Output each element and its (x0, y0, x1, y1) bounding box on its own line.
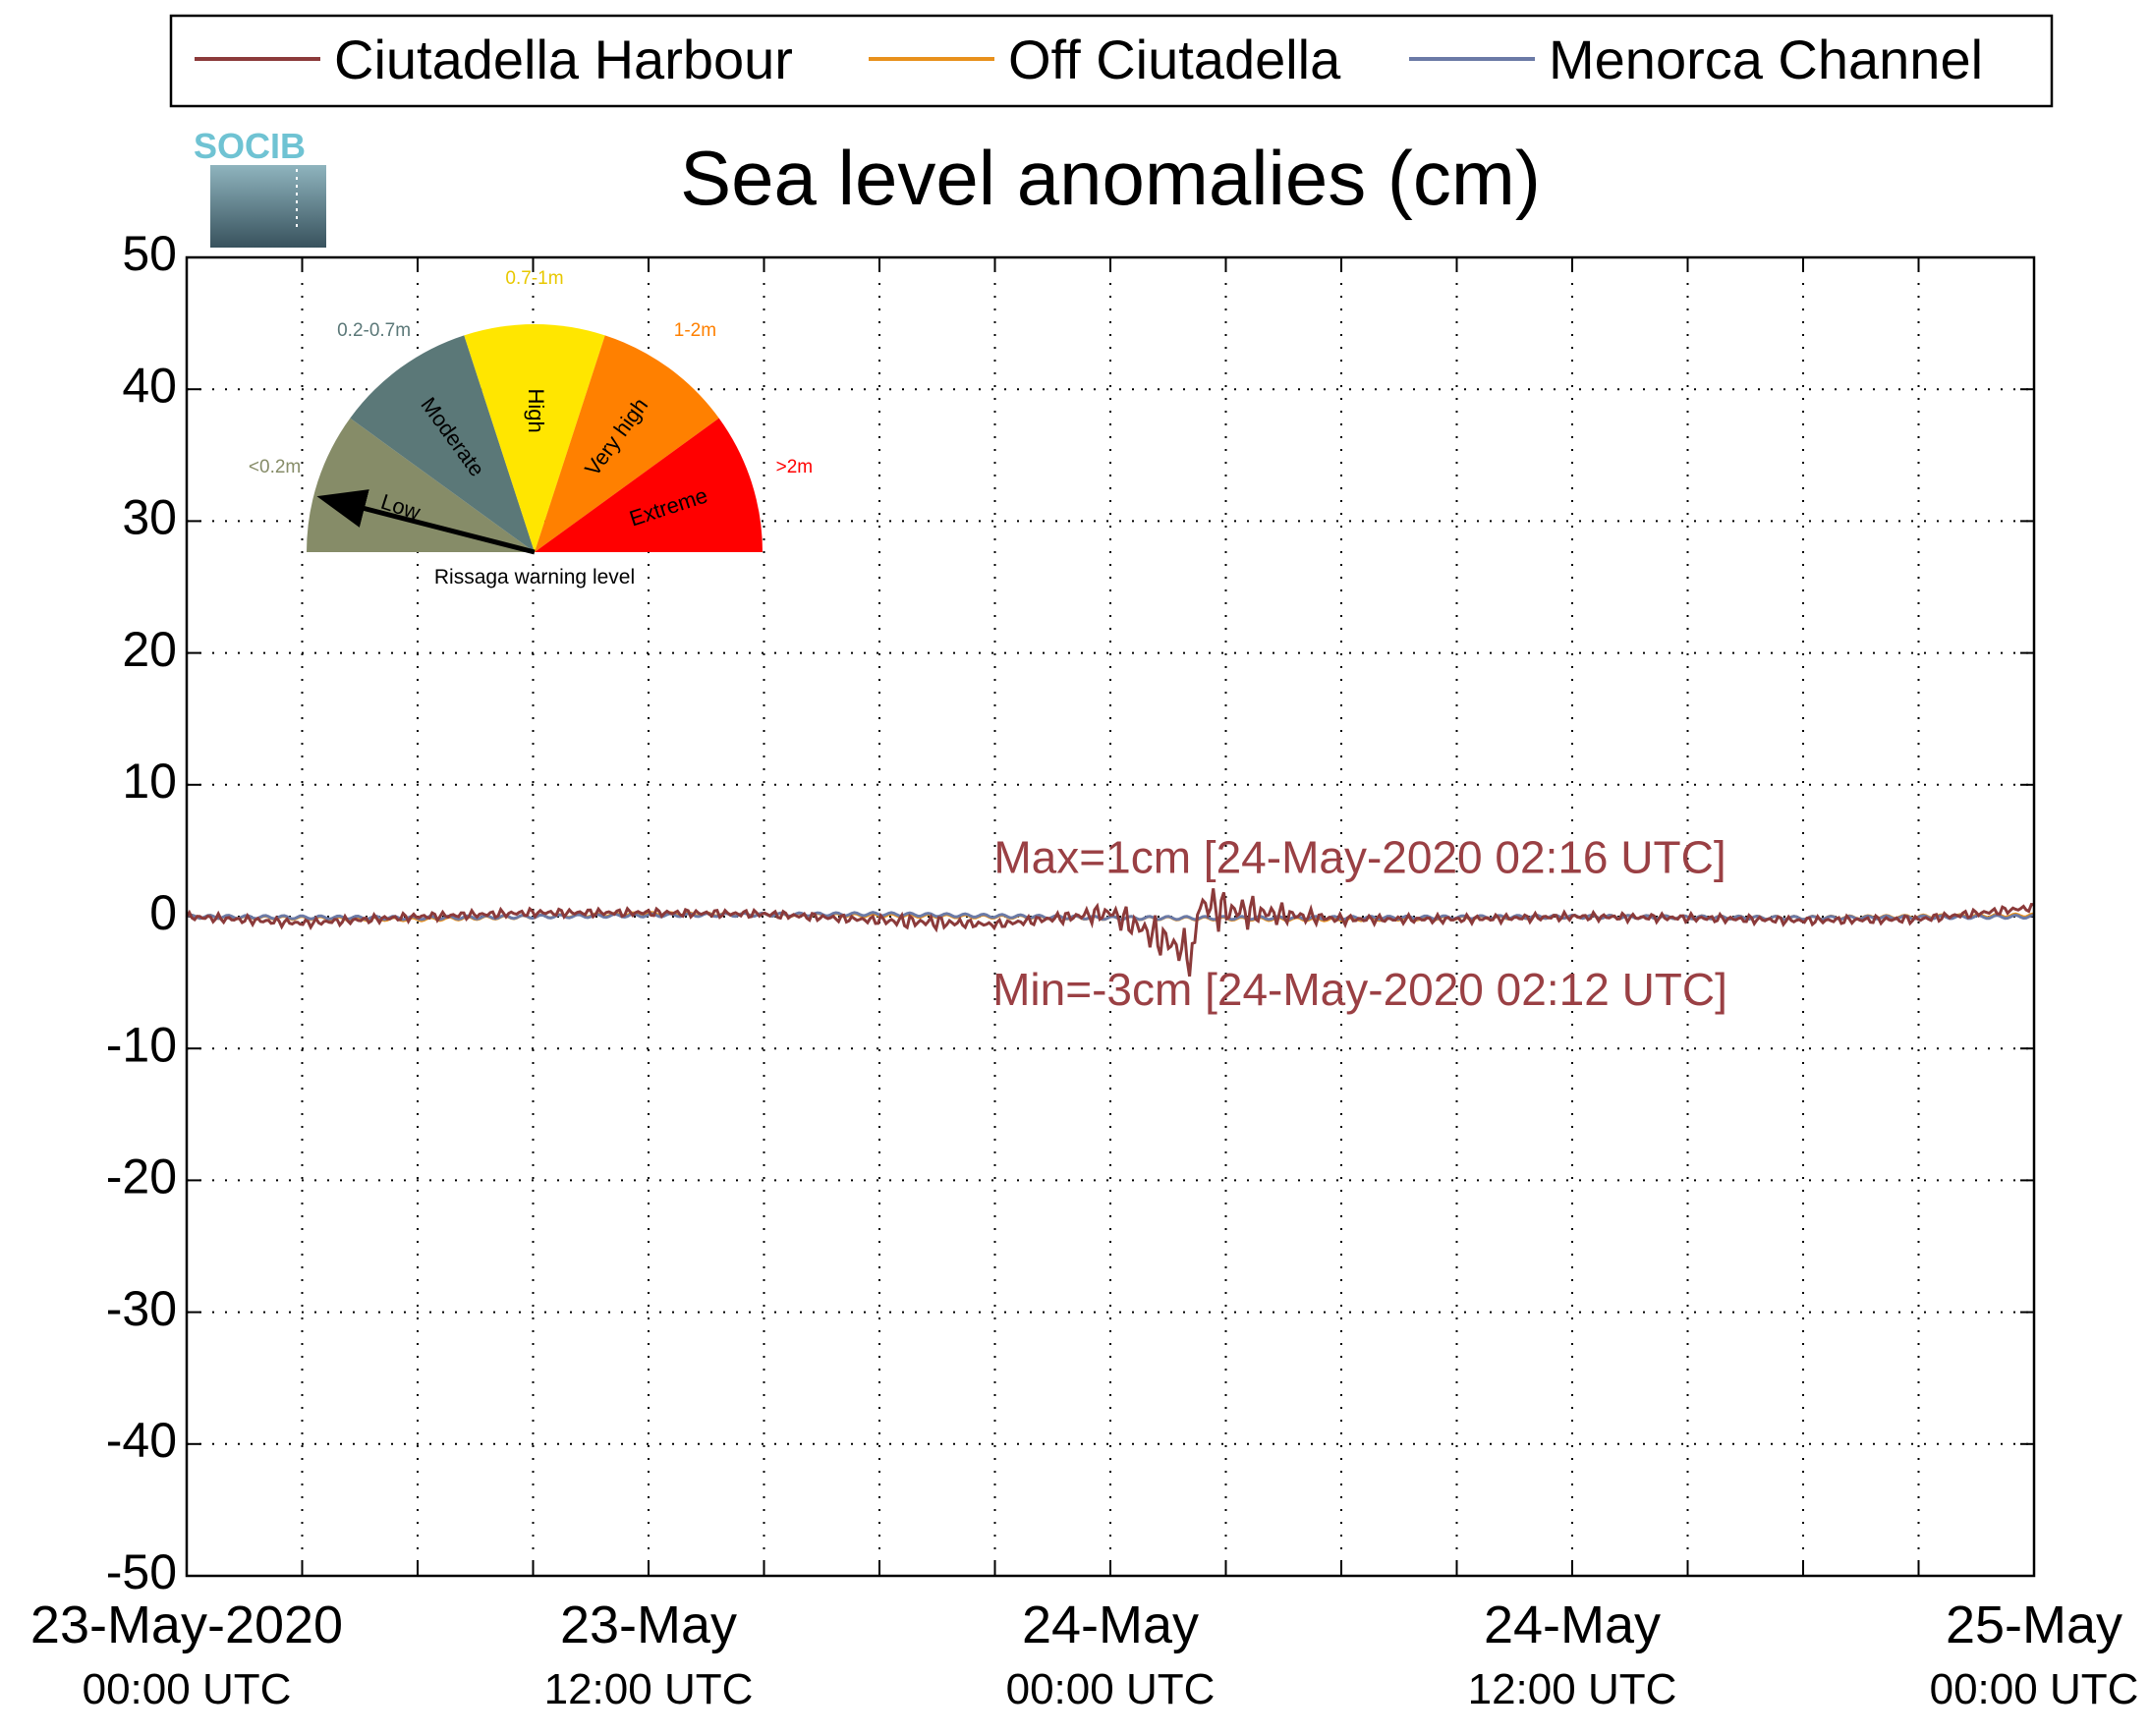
y-tick-label: -50 (106, 1544, 177, 1599)
x-tick-time-label: 12:00 UTC (544, 1665, 754, 1713)
socib-logo: SOCIB (194, 126, 326, 248)
series-layer (185, 888, 2035, 978)
logo-text: SOCIB (194, 126, 306, 166)
gauge-segment-high (464, 324, 605, 552)
x-axis: 23-May-2020 00:00 UTC 23-May 12:00 UTC 24-Ma… (30, 257, 2138, 1713)
gauge-range-label: <0.2m (249, 457, 301, 477)
grid (187, 257, 2034, 1576)
y-tick-label: -40 (106, 1413, 177, 1468)
legend: Ciutadella Harbour Off Ciutadella Menorc… (169, 14, 2054, 108)
x-tick-time-label: 00:00 UTC (1930, 1665, 2139, 1713)
x-tick-time-label: 00:00 UTC (1006, 1665, 1216, 1713)
gauge-segment-very-high (535, 335, 719, 552)
gauge-range-label: >2m (776, 457, 814, 477)
gauge-segment-moderate (350, 335, 535, 552)
logo-block (210, 165, 326, 248)
x-tick-time-label: 12:00 UTC (1468, 1665, 1677, 1713)
x-tick-date-label: 25-May (1946, 1596, 2122, 1654)
max-annotation: Max=1cm [24-May-2020 02:16 UTC] (993, 832, 1726, 883)
plot-frame (185, 255, 2036, 1578)
legend-label-off-ciutadella: Off Ciutadella (1008, 28, 1341, 90)
x-tick-date-label: 24-May (1022, 1596, 1199, 1654)
gauge-range-label: 0.2-0.7m (337, 320, 411, 341)
y-tick-label: -20 (106, 1149, 177, 1204)
y-tick-label: 10 (122, 754, 177, 809)
gauge-caption: Rissaga warning level (434, 566, 635, 588)
gauge-range-label: 0.7-1m (505, 268, 563, 289)
y-tick-label: -10 (106, 1017, 177, 1072)
gauge-needle (316, 489, 536, 555)
y-tick-label: 0 (149, 885, 177, 940)
gauge-segment-extreme (535, 418, 763, 552)
x-tick-date-label: 23-May-2020 (30, 1596, 343, 1654)
x-tick-date-label: 24-May (1484, 1596, 1661, 1654)
legend-label-ciutadella-harbour: Ciutadella Harbour (334, 28, 793, 90)
y-axis: -50 -40 -30 -20 -10 0 10 20 30 40 50 (106, 226, 2034, 1599)
legend-label-menorca-channel: Menorca Channel (1549, 28, 1983, 90)
gauge-range-label: 1-2m (674, 320, 716, 341)
y-tick-label: 20 (122, 622, 177, 677)
y-tick-label: 40 (122, 358, 177, 413)
legend-frame (169, 14, 2054, 108)
x-tick-time-label: 00:00 UTC (83, 1665, 292, 1713)
chart-title: Sea level anomalies (cm) (680, 135, 1541, 221)
y-tick-label: 50 (122, 226, 177, 281)
gauge-category-label: High (524, 389, 548, 433)
x-tick-date-label: 23-May (560, 1596, 737, 1654)
min-annotation: Min=-3cm [24-May-2020 02:12 UTC] (992, 964, 1727, 1015)
y-tick-label: -30 (106, 1281, 177, 1336)
series-line-ciutadella-harbour (185, 888, 2035, 978)
y-tick-label: 30 (122, 490, 177, 545)
